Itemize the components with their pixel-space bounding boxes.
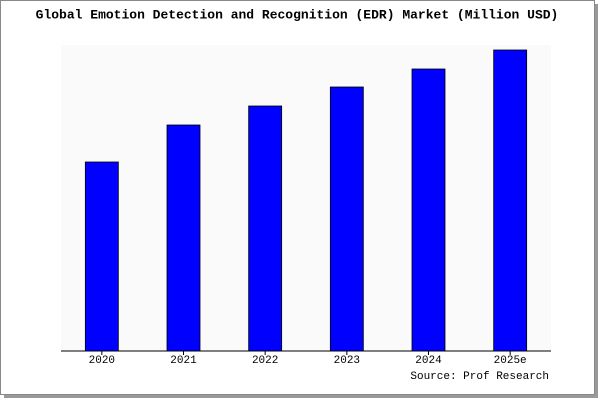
x-tick-label: 2024 [415,355,442,367]
source-note: Source: Prof Research [410,371,549,383]
bar [411,68,446,352]
bar [166,124,201,352]
x-tick-label: 2021 [170,355,197,367]
x-tick-label: 2020 [89,355,115,367]
x-tick-label: 2022 [252,355,278,367]
bar [329,86,364,352]
plot-area [61,45,551,351]
x-tick-label: 2025e [494,355,527,367]
bar [248,105,283,352]
bar [84,161,119,352]
bar [493,49,528,352]
chart-title: Global Emotion Detection and Recognition… [36,7,559,22]
x-tick-label: 2023 [334,355,360,367]
